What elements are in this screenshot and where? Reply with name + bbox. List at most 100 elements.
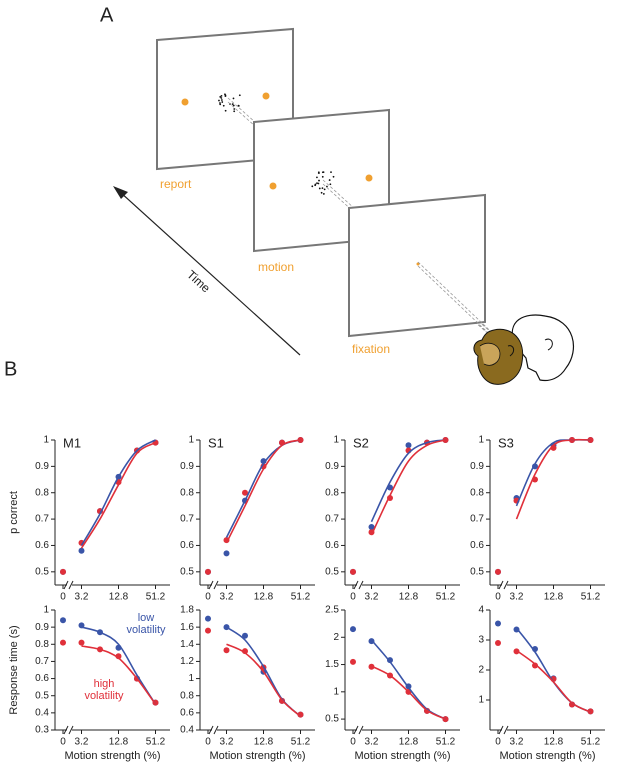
axis-break (63, 725, 69, 735)
y-tick-label: 0.7 (325, 514, 339, 525)
y-tick-label: 0.6 (35, 540, 49, 551)
axis-break (208, 725, 214, 735)
x-tick-label: 3.2 (365, 592, 379, 603)
fit-line (370, 439, 446, 523)
fit-line (80, 439, 156, 546)
motion-dot (323, 188, 326, 191)
motion-dot (232, 104, 235, 107)
axis-break (68, 725, 74, 735)
y-tick-label: 0.8 (180, 487, 194, 498)
x-tick-label: 0 (350, 737, 356, 748)
chart-title: S3 (498, 435, 514, 450)
y-tick-label: 0.8 (325, 487, 339, 498)
motion-dot (237, 105, 240, 107)
y-tick-label: 1 (43, 605, 49, 616)
x-axis-label: Motion strength (%) (500, 750, 596, 762)
y-tick-label: 0.5 (325, 566, 339, 577)
x-tick-label: 0 (205, 737, 211, 748)
motion-dot (233, 108, 236, 110)
x-axis-label: Motion strength (%) (355, 750, 451, 762)
target-dot (262, 92, 270, 100)
motion-dot (219, 102, 221, 104)
x-tick-label: 3.2 (75, 592, 89, 603)
motion-dot (321, 187, 324, 190)
x-axis-label: Motion strength (%) (210, 750, 306, 762)
x-tick-label: 12.8 (254, 592, 274, 603)
motion-dot (321, 175, 324, 178)
fit-line (515, 627, 591, 713)
y-tick-label: 1.8 (180, 605, 194, 616)
time-label: Time (184, 267, 213, 295)
motion-dot (221, 101, 224, 103)
x-tick-label: 3.2 (510, 737, 524, 748)
chart-title: S1 (208, 435, 224, 450)
y-tick-label: 1.4 (180, 639, 194, 650)
axis-break (503, 580, 509, 590)
y-tick-label: 1.5 (325, 659, 339, 670)
x-tick-label: 12.8 (109, 737, 129, 748)
motion-dot (220, 94, 223, 97)
y-tick-label: 0.8 (470, 487, 484, 498)
fit-line (81, 645, 157, 705)
monkey-ear (507, 345, 515, 357)
y-tick-label: 0.7 (180, 514, 194, 525)
legend-entry: low volatility (126, 612, 166, 636)
chart-title: M1 (63, 435, 81, 450)
data-point (242, 632, 248, 639)
chart: 0.5 0.6 0.7 0.8 0.9 1 0 3.2 12.8 51.2 S2 (325, 435, 460, 603)
x-tick-label: 12.8 (544, 592, 564, 603)
data-point (60, 617, 66, 624)
data-point (350, 568, 356, 575)
chart: 0.3 0.4 0.5 0.6 0.7 0.8 0.9 1 0 3.2 12.8 51.2 Motion… (8, 605, 170, 762)
data-point (223, 550, 230, 557)
x-tick-label: 0 (350, 592, 356, 603)
motion-dot (326, 185, 328, 188)
y-tick-label: 2 (478, 665, 484, 676)
y-tick-label: 0.5 (470, 566, 484, 577)
axis-break (353, 725, 359, 735)
motion-dot (321, 171, 324, 174)
y-tick-label: 0.9 (180, 461, 194, 472)
screen-label: report (160, 177, 192, 191)
fit-line (80, 441, 156, 549)
chart: 0.5 0.6 0.7 0.8 0.9 1 0 3.2 12.8 51.2 M1 p correct (8, 435, 170, 603)
motion-dot (322, 193, 325, 195)
chart: 0.5 0.6 0.7 0.8 0.9 1 0 3.2 12.8 51.2 S1 (180, 435, 315, 603)
data-point (205, 615, 211, 622)
motion-dot (222, 104, 225, 107)
y-tick-label: 0.6 (35, 673, 49, 684)
legend-label: high volatility (84, 678, 124, 702)
x-tick-label: 0 (495, 737, 501, 748)
axis-break (358, 725, 364, 735)
axis-break (498, 580, 504, 590)
x-tick-label: 12.8 (399, 592, 419, 603)
y-tick-label: 1 (188, 673, 194, 684)
y-tick-label: 0.9 (325, 461, 339, 472)
y-tick-label: 0.8 (180, 690, 194, 701)
data-point (78, 639, 85, 646)
y-tick-label: 0.9 (35, 461, 49, 472)
x-tick-label: 51.2 (436, 737, 456, 748)
data-point (495, 568, 501, 575)
x-tick-label: 51.2 (146, 592, 166, 603)
y-tick-label: 0.4 (35, 707, 49, 718)
y-tick-label: 1 (478, 695, 484, 706)
y-tick-label: 0.7 (35, 656, 49, 667)
y-tick-label: 0.5 (35, 566, 49, 577)
x-tick-label: 51.2 (146, 737, 166, 748)
x-tick-label: 12.8 (254, 737, 274, 748)
legend-label: low volatility (126, 612, 166, 636)
legend-entry: high volatility (84, 678, 124, 702)
y-tick-label: 1.6 (180, 622, 194, 633)
axis-break (358, 580, 364, 590)
target-dot (181, 98, 189, 106)
y-tick-label: 0.9 (470, 461, 484, 472)
fit-line (516, 649, 591, 713)
motion-dot (317, 182, 320, 185)
fit-line (515, 438, 591, 520)
motion-dot (332, 175, 335, 178)
x-tick-label: 0 (60, 592, 66, 603)
y-tick-label: 0.6 (470, 540, 484, 551)
